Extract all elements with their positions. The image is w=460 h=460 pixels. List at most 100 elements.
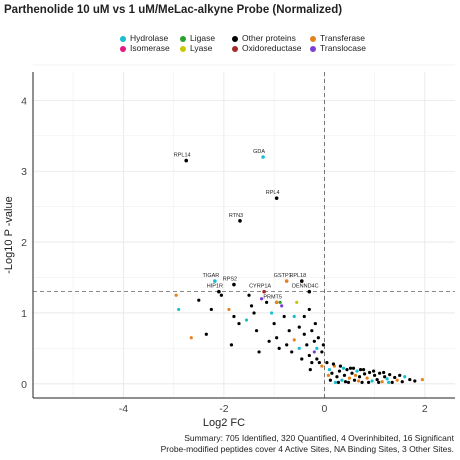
data-point xyxy=(300,357,304,361)
legend-label: Lyase xyxy=(190,43,213,53)
data-point xyxy=(352,378,357,382)
data-point xyxy=(356,379,361,383)
legend-swatch xyxy=(180,45,186,52)
data-point xyxy=(408,377,412,382)
data-point xyxy=(362,372,367,376)
summary-line-1: Summary: 705 Identified, 320 Quantified,… xyxy=(184,433,454,443)
point-label: GSTP1 xyxy=(274,273,292,279)
data-point xyxy=(372,369,376,373)
data-point xyxy=(219,293,223,297)
point-label: CYRP1A xyxy=(249,284,271,290)
data-point xyxy=(328,378,333,382)
data-point xyxy=(358,368,363,372)
data-point xyxy=(387,380,391,385)
data-point xyxy=(282,314,286,319)
data-point xyxy=(351,366,356,370)
legend-item: Ligase xyxy=(180,33,215,43)
data-point xyxy=(375,377,379,382)
data-point xyxy=(388,373,392,377)
labeled-data-point xyxy=(217,289,221,294)
data-point xyxy=(341,366,346,370)
data-point xyxy=(340,378,344,382)
legend-label: Hydrolase xyxy=(130,33,169,43)
data-point xyxy=(380,380,384,384)
point-label: RTN3 xyxy=(229,213,243,219)
data-point xyxy=(280,304,284,308)
data-point xyxy=(345,368,349,372)
legend-swatch xyxy=(310,45,316,52)
data-point xyxy=(403,375,407,379)
data-point xyxy=(400,380,404,384)
legend-item: Isomerase xyxy=(120,43,170,53)
data-point xyxy=(177,307,181,312)
legend-label: Oxidoreductase xyxy=(242,43,302,53)
data-point xyxy=(347,376,352,380)
legend-swatch xyxy=(180,35,186,42)
data-point xyxy=(317,360,321,365)
data-point xyxy=(348,366,353,370)
y-tick-label: 3 xyxy=(21,166,27,178)
labeled-data-point xyxy=(307,289,312,294)
data-point xyxy=(209,307,213,312)
data-point xyxy=(265,300,269,304)
point-label: HIP1R xyxy=(207,284,223,290)
labeled-data-point xyxy=(238,219,242,223)
point-label: RPL4 xyxy=(266,190,280,196)
data-point xyxy=(204,332,208,336)
legend: Hydrolase Ligase Other proteins Transferase… xyxy=(120,33,380,55)
data-point xyxy=(287,329,291,333)
data-point xyxy=(315,346,319,350)
data-point xyxy=(343,380,348,384)
data-point xyxy=(346,380,351,385)
data-point xyxy=(353,373,358,377)
data-point xyxy=(257,350,261,354)
legend-item: Translocase xyxy=(310,43,366,53)
data-point xyxy=(305,343,309,347)
data-point xyxy=(247,293,251,297)
x-axis-title: Log2 FC xyxy=(203,417,245,429)
data-point xyxy=(326,373,330,377)
volcano-plot: -4 -2 0 2 0 1 2 3 4 Log2 FC -Log10 P -value RPL14 GD… xyxy=(3,64,455,429)
labeled-data-point xyxy=(261,155,265,159)
data-point xyxy=(327,368,332,372)
data-point xyxy=(252,311,256,315)
data-point xyxy=(285,343,289,347)
legend-swatch xyxy=(120,35,126,42)
data-point xyxy=(302,314,306,319)
data-point xyxy=(366,380,371,385)
data-point xyxy=(382,370,386,375)
data-point xyxy=(254,329,259,333)
data-point xyxy=(420,377,424,382)
data-point xyxy=(333,380,338,385)
data-point xyxy=(383,375,387,379)
labeled-data-point xyxy=(232,282,236,287)
data-point xyxy=(350,371,354,375)
data-point xyxy=(361,368,366,372)
data-point xyxy=(357,375,362,379)
data-point xyxy=(244,318,249,322)
summary-footer: Summary: 705 Identified, 320 Quantified,… xyxy=(161,433,454,455)
data-point xyxy=(316,336,320,340)
data-point xyxy=(320,364,324,368)
data-point xyxy=(308,368,312,372)
data-point xyxy=(331,362,336,366)
data-point xyxy=(307,307,311,312)
data-point xyxy=(227,307,231,312)
labeled-data-point xyxy=(184,158,189,163)
labeled-data-point xyxy=(299,279,304,283)
y-tick-label: 2 xyxy=(21,237,27,249)
data-point xyxy=(398,373,402,377)
y-tick-label: 0 xyxy=(21,379,27,391)
data-point xyxy=(321,343,325,347)
point-label: GDA xyxy=(253,149,265,155)
data-point xyxy=(312,350,316,354)
point-label: TIGAR xyxy=(202,273,219,279)
data-point xyxy=(315,357,319,361)
data-point xyxy=(377,380,381,385)
labeled-data-point xyxy=(284,279,289,283)
data-point xyxy=(367,370,372,375)
data-point xyxy=(229,343,234,347)
data-point xyxy=(335,375,339,379)
legend-label: Isomerase xyxy=(130,43,170,53)
data-point xyxy=(277,346,281,350)
